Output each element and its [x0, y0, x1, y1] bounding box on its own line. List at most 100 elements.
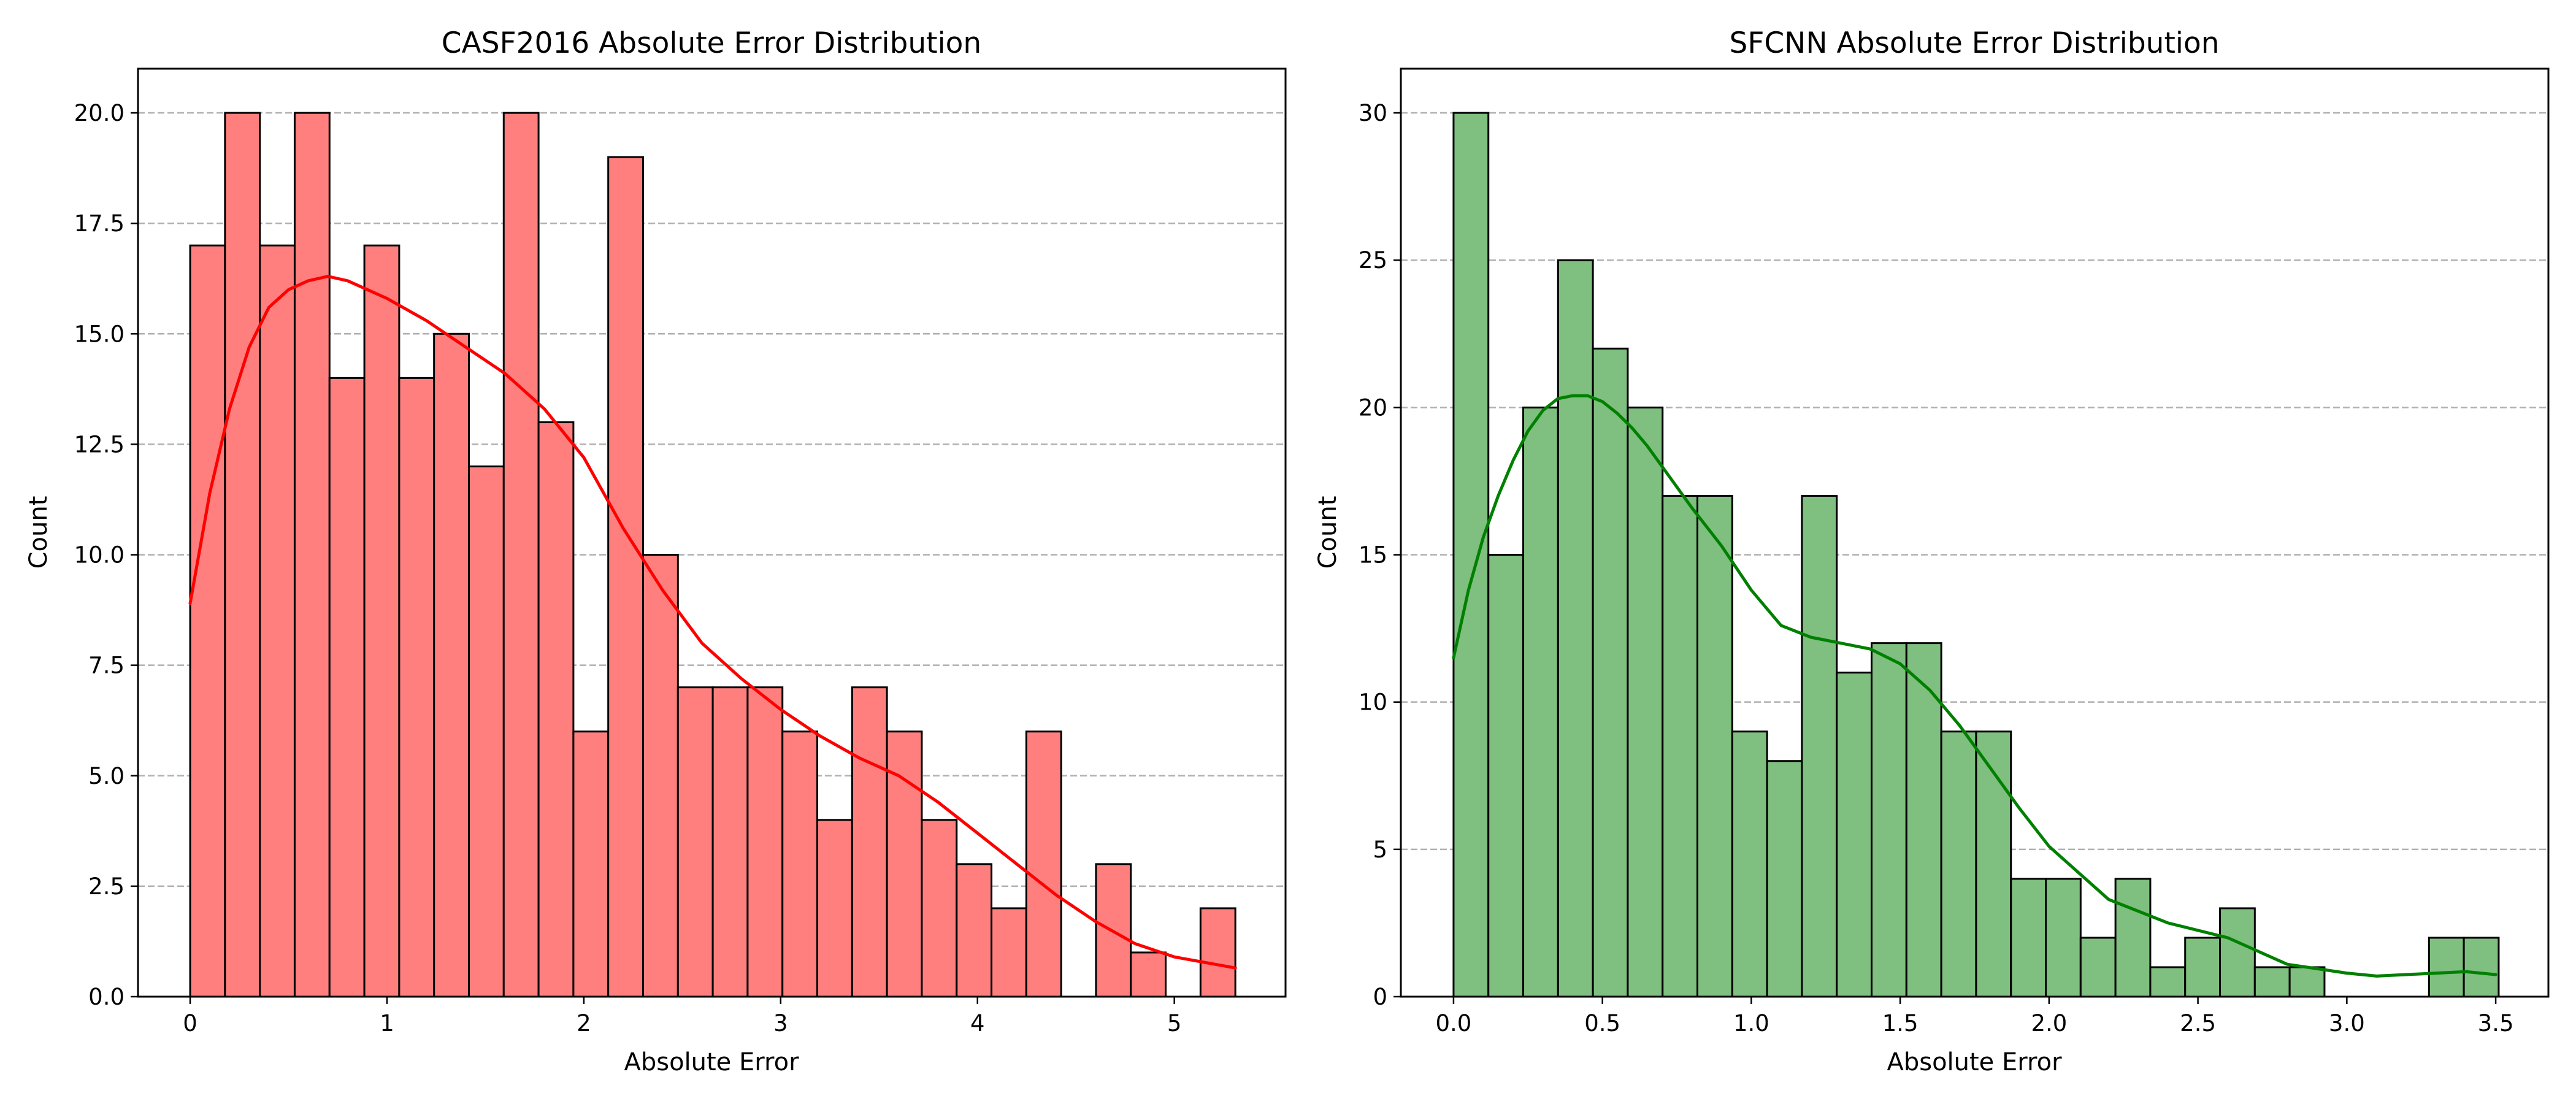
x-tick-label: 0.0	[1436, 1010, 1472, 1037]
histogram-bar	[1199, 907, 1236, 998]
histogram-bar	[642, 554, 679, 998]
y-tick-label: 17.5	[74, 210, 125, 237]
x-tick-label: 2	[577, 1010, 591, 1037]
histogram-bar	[1627, 406, 1664, 998]
histogram-bar	[2253, 966, 2291, 998]
histogram-bars	[189, 112, 1236, 998]
x-tick-label: 3.0	[2329, 1010, 2365, 1037]
x-tick-label: 1	[380, 1010, 394, 1037]
y-tick-label: 20.0	[74, 100, 125, 126]
histogram-bar	[956, 863, 993, 998]
histogram-bar	[572, 730, 610, 998]
x-axis-label: Absolute Error	[624, 1048, 799, 1076]
histogram-bar	[1095, 863, 1132, 998]
histogram-bar	[1801, 494, 1838, 998]
histogram-bar	[259, 244, 296, 998]
histogram-bar	[746, 686, 784, 998]
histogram-bar	[1940, 730, 1977, 998]
histogram-bar	[398, 377, 435, 998]
histogram-bar	[2149, 966, 2187, 998]
x-tick-label: 1.5	[1882, 1010, 1919, 1037]
chart-title: CASF2016 Absolute Error Distribution	[442, 26, 981, 60]
x-tick-label: 3.5	[2478, 1010, 2514, 1037]
y-tick-label: 15	[1359, 542, 1387, 569]
histogram-bar	[1522, 406, 1559, 998]
histogram-bar	[2463, 937, 2500, 998]
histogram-bar	[1696, 494, 1733, 998]
kde-curve-group	[1452, 394, 2497, 978]
y-tick-label: 20	[1359, 394, 1387, 421]
histogram-bar	[537, 421, 575, 998]
histogram-bar	[1487, 554, 1525, 998]
plot-frame	[137, 67, 1287, 998]
histogram-bar	[1452, 112, 1490, 998]
histogram-bar	[2010, 878, 2047, 998]
histogram-bar	[2219, 907, 2256, 998]
x-tick-label: 4	[970, 1010, 985, 1037]
histogram-bar	[433, 332, 470, 998]
histogram-bar	[502, 112, 540, 998]
histogram-bar	[711, 686, 749, 998]
y-tick-label: 30	[1359, 100, 1387, 126]
y-axis-label: Count	[25, 496, 53, 569]
y-tick-label: 10.0	[74, 542, 125, 569]
x-axis-ticks: 0.0 0.5 1.0 1.5 2.0 2.5 3.0 3.5	[1436, 997, 2514, 1037]
sfcnn-panel: SFCNN Absolute Error Distribution 0.0 0.5…	[1314, 26, 2550, 1076]
y-tick-label: 10	[1359, 689, 1387, 716]
x-tick-label: 0.5	[1584, 1010, 1620, 1037]
y-tick-label: 25	[1359, 247, 1387, 274]
x-tick-label: 0	[183, 1010, 197, 1037]
histogram-bar	[1662, 494, 1699, 998]
histogram-bar	[2288, 966, 2326, 998]
histogram-bar	[2114, 878, 2152, 998]
histogram-bar	[1975, 730, 2012, 998]
histogram-bar	[363, 244, 401, 998]
histogram-bar	[921, 819, 958, 998]
plot-frame	[1400, 67, 2550, 998]
histogram-bar	[1557, 259, 1594, 998]
kde-curve	[1452, 394, 2497, 978]
histogram-bar	[1592, 347, 1629, 998]
y-axis-label: Count	[1314, 496, 1342, 569]
histogram-bar	[677, 686, 714, 998]
x-tick-label: 1.0	[1733, 1010, 1769, 1037]
x-axis-label: Absolute Error	[1887, 1048, 2062, 1076]
histogram-bar	[189, 244, 226, 998]
y-tick-label: 5	[1373, 837, 1387, 863]
x-axis-ticks: 0 1 2 3 4 5	[183, 997, 1181, 1037]
histogram-bar	[1731, 730, 1768, 998]
histogram-bar	[851, 686, 888, 998]
histogram-bar	[781, 730, 819, 998]
chart-title: SFCNN Absolute Error Distribution	[1730, 26, 2220, 60]
histogram-bar	[991, 907, 1027, 998]
histogram-bar	[328, 377, 366, 998]
histogram-bar	[816, 819, 853, 998]
histogram-bar	[2184, 937, 2221, 998]
y-axis-ticks: 0.0 2.5 5.0 7.5 10.0 12.5 15.0 17.5 20.0	[74, 100, 138, 1010]
x-tick-label: 2.0	[2031, 1010, 2067, 1037]
y-tick-label: 5.0	[88, 763, 125, 789]
histogram-bars	[1452, 112, 2500, 998]
histogram-bar	[1130, 951, 1167, 998]
y-tick-label: 7.5	[88, 653, 125, 679]
histogram-bar	[293, 112, 331, 998]
histogram-bar	[467, 465, 505, 998]
y-tick-label: 0.0	[88, 984, 125, 1010]
x-tick-label: 2.5	[2180, 1010, 2216, 1037]
y-tick-label: 12.5	[74, 431, 125, 458]
histogram-bar	[2428, 937, 2465, 998]
histogram-bar	[1871, 642, 1907, 998]
histogram-bar	[1025, 730, 1062, 998]
histogram-bar	[224, 112, 261, 998]
y-tick-label: 15.0	[74, 321, 125, 347]
kde-curve	[188, 275, 1237, 970]
histogram-bar	[2079, 937, 2117, 998]
histogram-bar	[2045, 878, 2082, 998]
kde-curve-group	[188, 275, 1237, 970]
x-tick-label: 5	[1167, 1010, 1182, 1037]
histogram-bar	[607, 156, 644, 998]
histogram-bar	[1766, 760, 1803, 998]
x-tick-label: 3	[773, 1010, 788, 1037]
